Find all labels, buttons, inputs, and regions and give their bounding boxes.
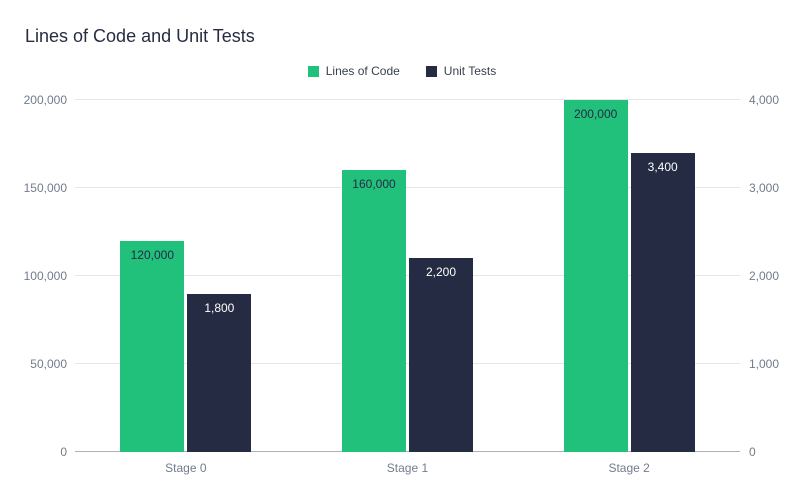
legend-label: Unit Tests [443,64,497,78]
x-axis-label: Stage 1 [386,461,429,475]
x-axis-baseline [75,451,740,452]
bar-lines-of-code-stage-0: 120,000 [120,240,185,452]
x-axis-label: Stage 2 [608,461,650,475]
bar-value-label: 200,000 [573,107,618,121]
bar-lines-of-code-stage-1: 160,000 [342,170,406,452]
legend-label: Lines of Code [325,64,400,78]
gridline [75,99,740,100]
bar-unit-tests-stage-0: 1,800 [187,293,252,452]
y-axis-tick-right: 3,000 [749,181,780,195]
y-axis-tick-left: 200,000 [23,93,67,107]
y-axis-tick-right: 1,000 [749,357,780,371]
bar-unit-tests-stage-1: 2,200 [409,258,473,452]
chart-legend: Lines of Code Unit Tests [0,64,804,78]
bar-lines-of-code-stage-2: 200,000 [563,100,628,452]
bar-value-label: 160,000 [352,177,396,192]
y-axis-tick-left: 0 [60,445,67,459]
y-axis-tick-left: 150,000 [23,181,67,195]
legend-item-lines-of-code: Lines of Code [307,64,400,78]
y-axis-tick-right: 2,000 [749,269,780,283]
y-axis-tick-right: 0 [749,445,756,459]
gridline [75,275,740,276]
legend-swatch-unit-tests [425,65,437,77]
bar-value-label: 120,000 [130,247,175,262]
bar-unit-tests-stage-2: 3,400 [630,152,695,452]
y-axis-tick-left: 50,000 [30,357,67,371]
x-axis-label: Stage 0 [165,461,207,475]
bar-value-label: 2,200 [425,265,457,280]
legend-item-unit-tests: Unit Tests [425,64,497,78]
bar-value-label: 3,400 [647,159,678,174]
gridline [75,187,740,188]
y-axis-tick-left: 100,000 [23,269,67,283]
chart-title: Lines of Code and Unit Tests [25,26,255,46]
gridline [75,363,740,364]
plot-area: 120,000 1,800 160,000 2,200 200,000 3,400 [75,99,740,452]
y-axis-tick-right: 4,000 [749,93,780,107]
bar-value-label: 1,800 [204,300,235,315]
legend-swatch-lines-of-code [307,65,319,77]
